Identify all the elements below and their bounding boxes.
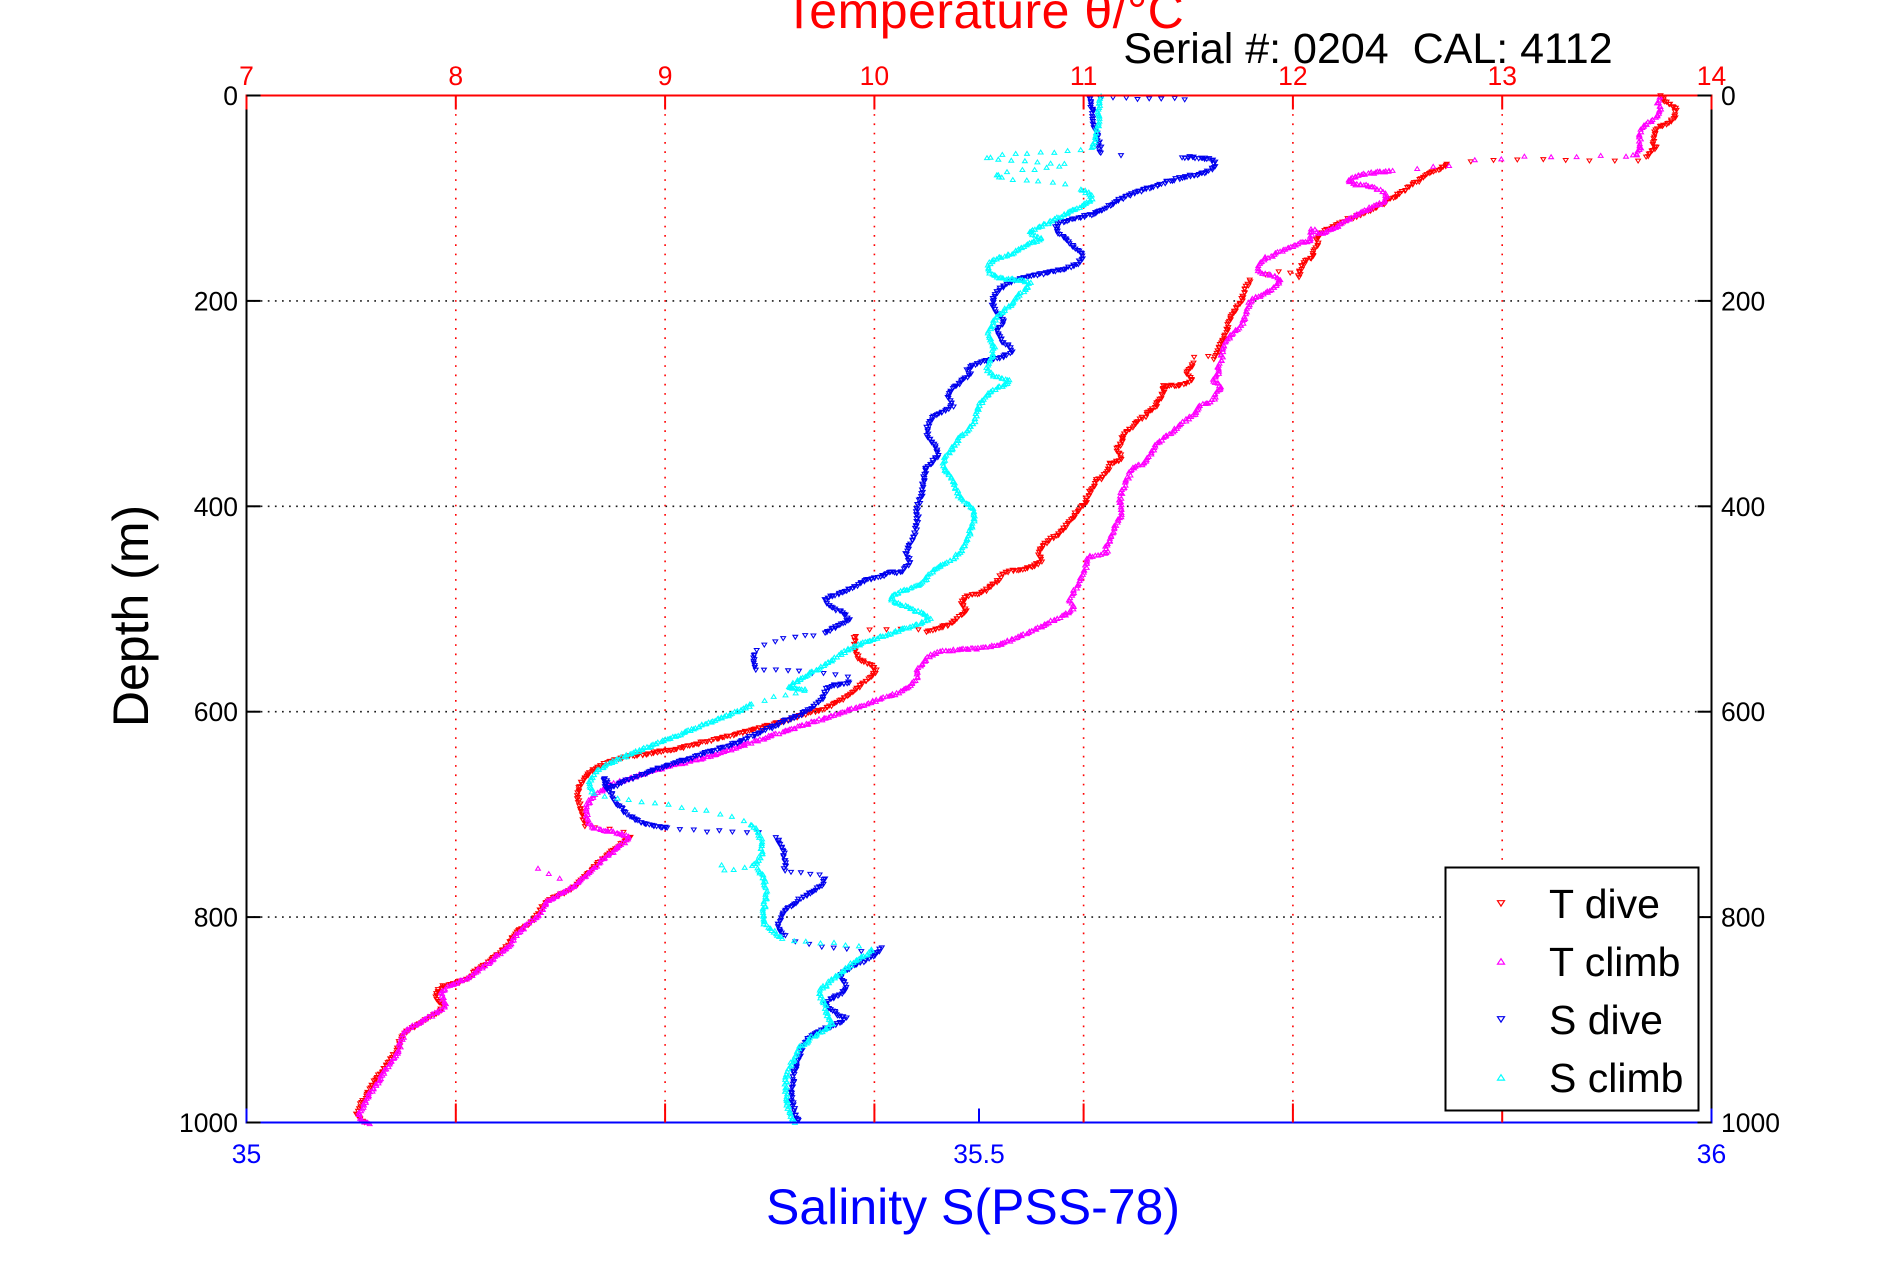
svg-text:0: 0 xyxy=(1721,81,1736,111)
svg-text:400: 400 xyxy=(1721,492,1765,522)
svg-text:9: 9 xyxy=(658,61,673,91)
svg-text:S dive: S dive xyxy=(1549,997,1663,1043)
svg-text:36: 36 xyxy=(1697,1139,1726,1169)
svg-text:12: 12 xyxy=(1278,61,1307,91)
svg-text:600: 600 xyxy=(1721,697,1765,727)
svg-text:200: 200 xyxy=(194,286,238,316)
svg-text:Serial #: 0204 CAL: 4112: Serial #: 0204 CAL: 4112 xyxy=(1123,25,1612,73)
svg-text:Salinity S(PSS-78): Salinity S(PSS-78) xyxy=(766,1179,1180,1235)
svg-text:1000: 1000 xyxy=(1721,1108,1780,1138)
svg-text:13: 13 xyxy=(1487,61,1516,91)
svg-text:200: 200 xyxy=(1721,286,1765,316)
svg-text:14: 14 xyxy=(1697,61,1726,91)
svg-text:35.5: 35.5 xyxy=(953,1139,1005,1169)
svg-text:Depth (m): Depth (m) xyxy=(103,505,159,727)
svg-text:T dive: T dive xyxy=(1549,881,1660,927)
svg-text:10: 10 xyxy=(860,61,889,91)
svg-text:35: 35 xyxy=(232,1139,261,1169)
svg-text:8: 8 xyxy=(448,61,463,91)
svg-text:1000: 1000 xyxy=(179,1108,238,1138)
svg-text:11: 11 xyxy=(1070,61,1098,91)
svg-text:600: 600 xyxy=(194,697,238,727)
svg-text:S climb: S climb xyxy=(1549,1055,1683,1101)
svg-text:Temperature θ/°C: Temperature θ/°C xyxy=(784,0,1184,39)
svg-text:7: 7 xyxy=(239,61,254,91)
svg-text:T climb: T climb xyxy=(1549,939,1680,985)
svg-text:800: 800 xyxy=(194,903,238,933)
svg-text:800: 800 xyxy=(1721,903,1765,933)
svg-text:400: 400 xyxy=(194,492,238,522)
svg-text:0: 0 xyxy=(223,81,238,111)
